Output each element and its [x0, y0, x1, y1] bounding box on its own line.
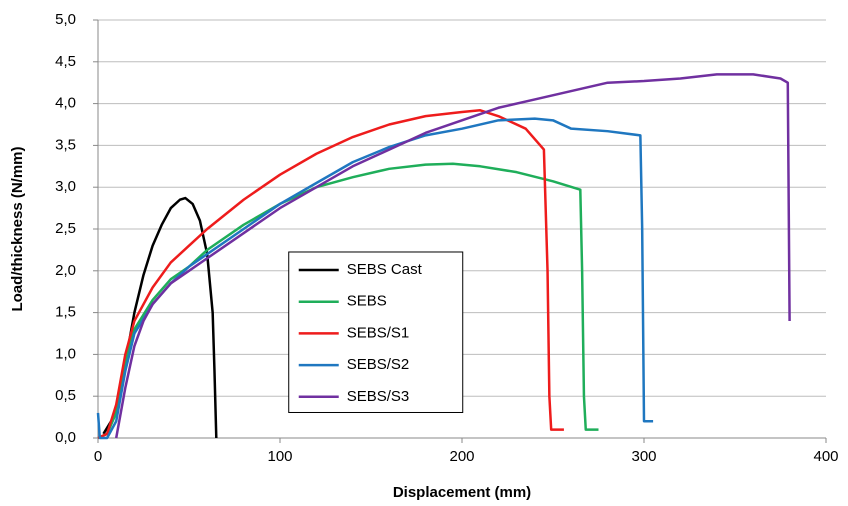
x-tick-label: 100	[267, 448, 292, 465]
y-tick-label: 4,5	[55, 53, 76, 70]
legend-label: SEBS Cast	[347, 261, 423, 278]
y-tick-label: 4,0	[55, 95, 76, 112]
legend-label: SEBS/S3	[347, 388, 410, 405]
y-tick-label: 2,0	[55, 262, 76, 279]
y-tick-label: 2,5	[55, 220, 76, 237]
y-tick-label: 3,5	[55, 136, 76, 153]
x-tick-label: 300	[631, 448, 656, 465]
y-axis-label: Load/thickness (N/mm)	[9, 146, 26, 311]
y-tick-label: 3,0	[55, 178, 76, 195]
y-tick-label: 5,0	[55, 11, 76, 28]
series-line	[97, 109, 564, 440]
y-tick-label: 0,0	[55, 429, 76, 446]
y-tick-label: 1,5	[55, 304, 76, 321]
y-tick-label: 0,5	[55, 387, 76, 404]
x-tick-label: 0	[94, 448, 102, 465]
x-tick-label: 200	[449, 448, 474, 465]
x-tick-label: 400	[813, 448, 838, 465]
legend-label: SEBS/S2	[347, 356, 410, 373]
series-line	[96, 117, 654, 440]
x-axis-label: Displacement (mm)	[393, 484, 531, 501]
series-line	[114, 73, 791, 439]
y-tick-label: 1,0	[55, 345, 76, 362]
legend-label: SEBS	[347, 293, 387, 310]
legend-label: SEBS/S1	[347, 324, 410, 341]
